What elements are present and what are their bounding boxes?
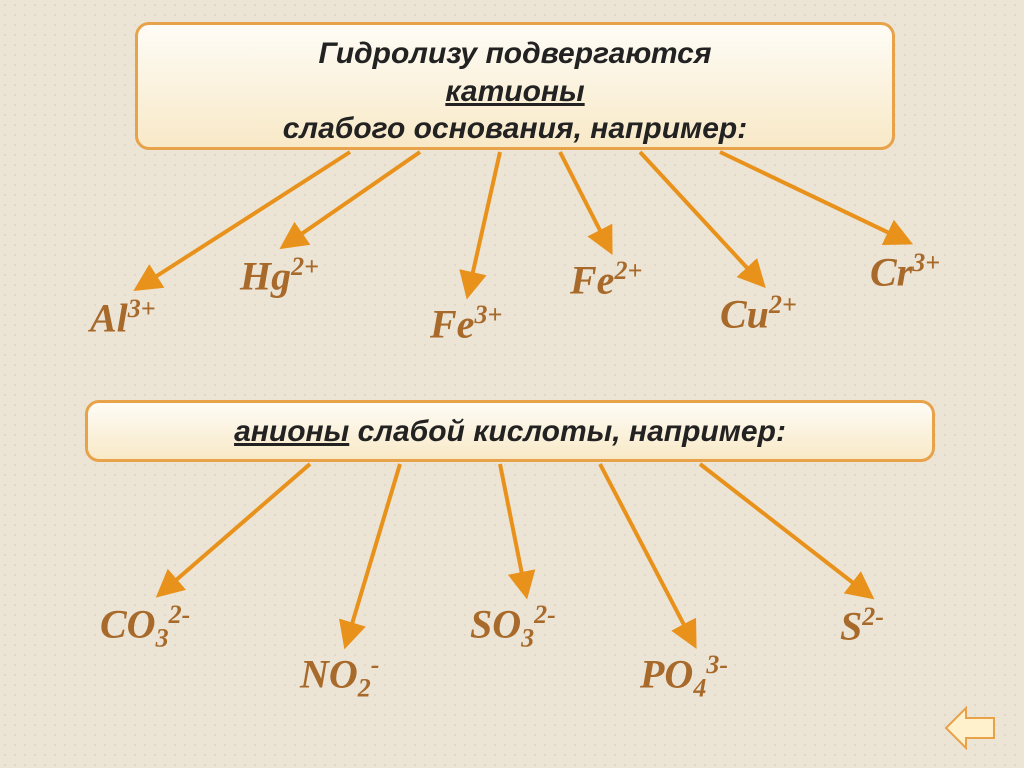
cation-label: Cr3+ xyxy=(870,248,940,295)
anion-label: PO43- xyxy=(640,650,728,703)
box-mid-underlined: анионы xyxy=(234,415,349,448)
box-top-line2: катионы xyxy=(158,73,872,111)
box-mid-rest: слабой кислоты, например: xyxy=(349,415,786,448)
anion-label: NO2- xyxy=(300,650,379,703)
box-top-line1: Гидролизу подвергаются xyxy=(158,35,872,73)
anion-header-box: анионы слабой кислоты, например: xyxy=(85,400,935,462)
cation-label: Fe3+ xyxy=(430,300,502,347)
back-arrow-icon[interactable] xyxy=(936,688,1004,750)
cation-label: Cu2+ xyxy=(720,290,797,337)
anion-label: S2- xyxy=(840,602,884,649)
anion-label: CO32- xyxy=(100,600,190,653)
anion-label: SO32- xyxy=(470,600,556,653)
box-top-line3: слабого основания, например: xyxy=(158,110,872,148)
cation-label: Al3+ xyxy=(90,294,156,341)
cation-label: Fe2+ xyxy=(570,256,642,303)
cation-label: Hg2+ xyxy=(240,252,319,299)
cation-header-box: Гидролизу подвергаются катионы слабого о… xyxy=(135,22,895,150)
